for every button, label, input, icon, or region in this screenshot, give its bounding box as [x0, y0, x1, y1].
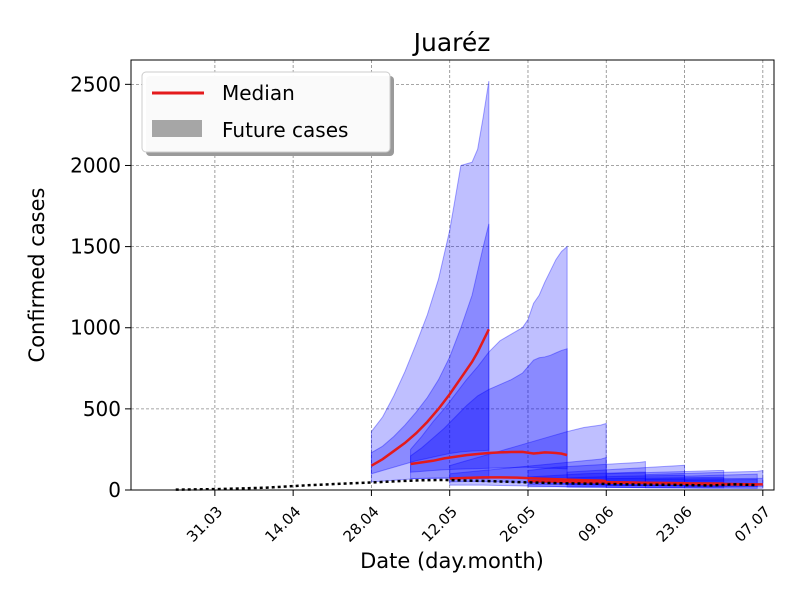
x-axis-label: Date (day.month) [360, 549, 544, 573]
x-axis-ticks: 31.03 14.04 28.04 12.05 26.05 09.06 23.06 07.07 [183, 490, 774, 546]
y-tick-label-0: 0 [108, 478, 121, 502]
x-tick-label-2: 28.04 [340, 503, 383, 546]
x-tick-label-0: 31.03 [183, 503, 226, 546]
legend-future-label: Future cases [222, 118, 348, 142]
x-tick-label-1: 14.04 [261, 503, 304, 546]
forecast-bands [370, 81, 764, 489]
forecast-7-median-line [684, 482, 758, 486]
plot-frame [130, 59, 775, 491]
forecast-0-inner-band [370, 223, 490, 475]
median-lines [370, 328, 763, 486]
x-tick-label-6: 23.06 [653, 503, 696, 546]
forecast-2-median-line [449, 476, 607, 483]
observed-cases [175, 478, 758, 491]
legend-future-swatch [152, 120, 202, 137]
legend-median-label: Median [222, 81, 295, 105]
forecast-2-outer-band [449, 422, 607, 488]
chart-title: Juaréz [412, 28, 491, 57]
y-tick-label-2: 1000 [70, 316, 121, 340]
y-tick-label-3: 1500 [70, 235, 121, 259]
forecast-0-median-line [370, 328, 490, 467]
forecast-1-median-line [410, 450, 568, 466]
y-axis-label: Confirmed cases [25, 188, 49, 363]
x-tick-label-4: 26.05 [496, 503, 539, 546]
observed-cases-line [175, 478, 758, 491]
x-tick-label-5: 09.06 [574, 503, 617, 546]
y-tick-label-4: 2000 [70, 153, 121, 177]
legend: Median Future cases [141, 71, 394, 156]
x-tick-label-3: 12.05 [418, 503, 461, 546]
y-axis-ticks: 0 500 1000 1500 2000 2500 [70, 72, 131, 502]
x-tick-label-7: 07.07 [731, 503, 774, 546]
y-tick-label-5: 2500 [70, 72, 121, 96]
forecast-1-inner-band [410, 348, 568, 473]
y-tick-label-1: 500 [83, 397, 121, 421]
